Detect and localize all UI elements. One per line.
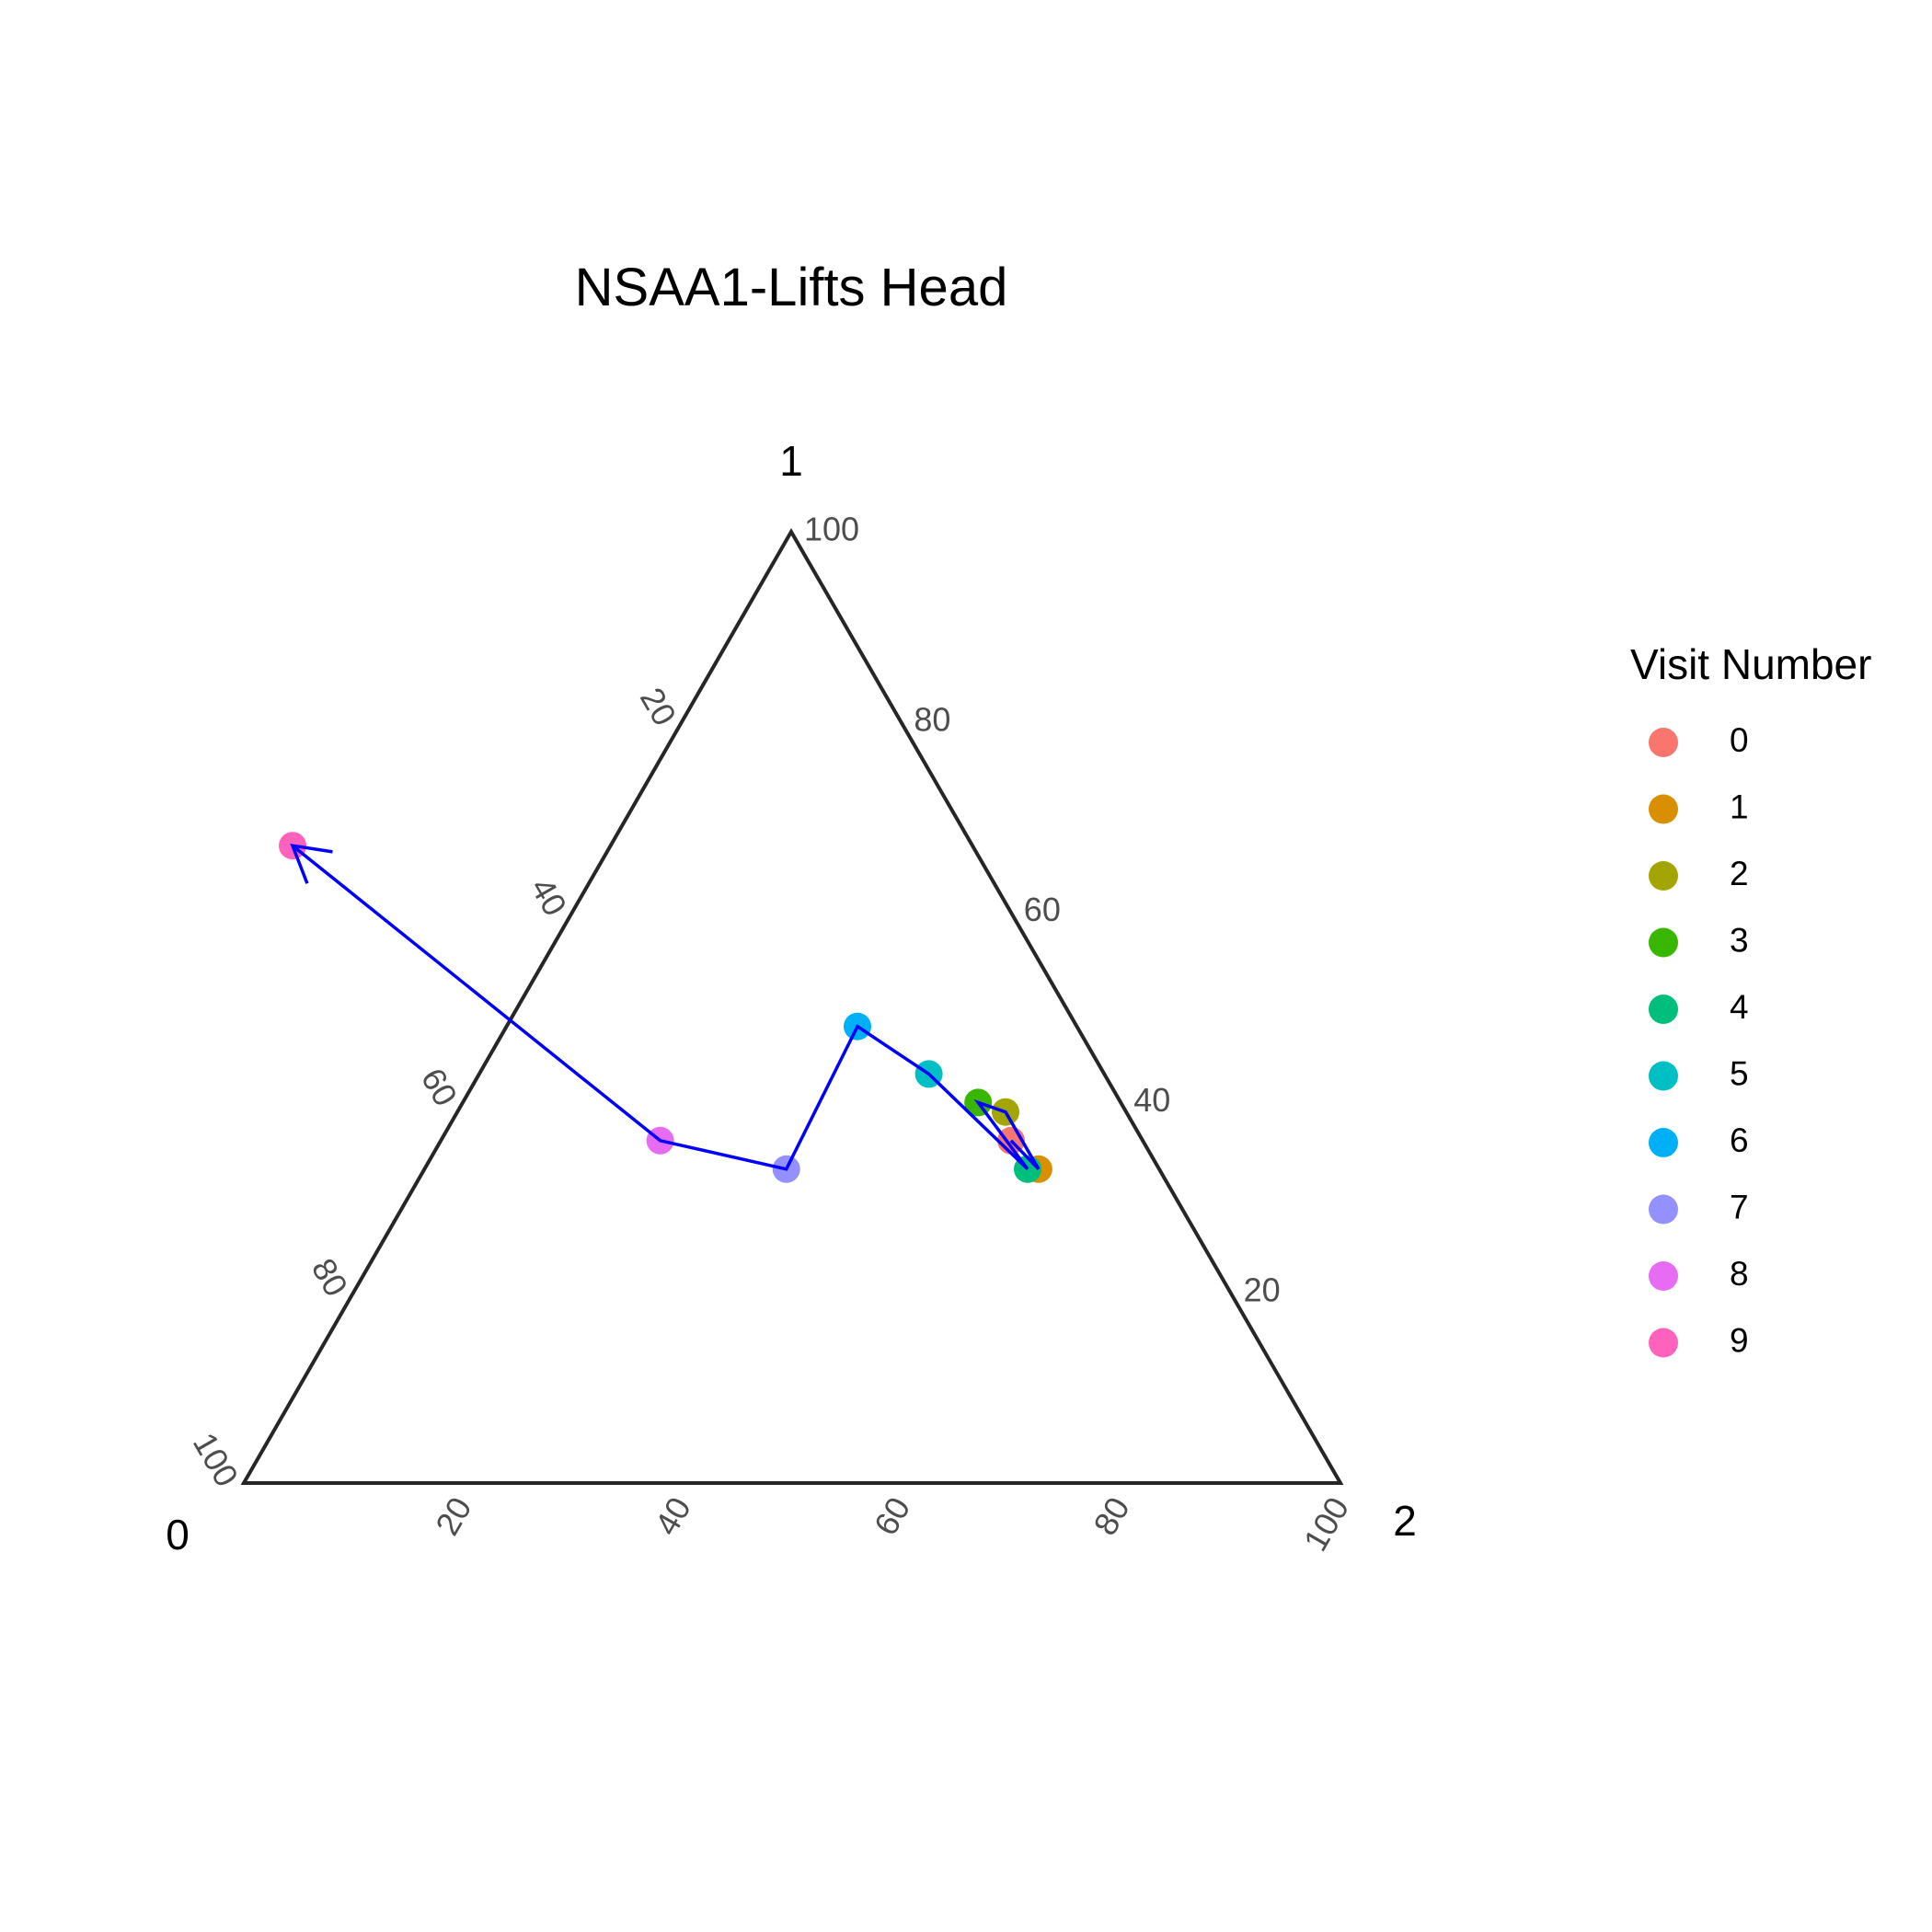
legend-key-1 xyxy=(1649,794,1678,824)
legend-label-7: 7 xyxy=(1730,1188,1749,1225)
tick-label-right: 100 xyxy=(804,511,859,548)
legend-title: Visit Number xyxy=(1630,640,1871,688)
legend-label-9: 9 xyxy=(1730,1321,1749,1359)
visit-path-line xyxy=(291,844,1041,1171)
tick-label-left: 100 xyxy=(186,1426,247,1493)
tick-label-bottom: 40 xyxy=(647,1490,698,1541)
axis-ticks: 20 20 20 40 40 40 60 60 60 80 80 80 100 100 100 xyxy=(186,511,1356,1558)
chart-title: NSAA1-Lifts Head xyxy=(575,258,1008,317)
legend-key-7 xyxy=(1649,1194,1678,1225)
vertex-label-top: 1 xyxy=(779,437,803,485)
tick-label-right: 40 xyxy=(1133,1081,1170,1119)
tick-label-left: 20 xyxy=(633,681,684,731)
tick-label-right: 80 xyxy=(914,700,950,738)
tick-label-bottom: 80 xyxy=(1086,1490,1137,1541)
visit-path-arrowhead xyxy=(290,844,333,884)
legend-label-3: 3 xyxy=(1730,921,1749,959)
legend-label-1: 1 xyxy=(1730,788,1749,825)
visit-path xyxy=(290,844,1041,1171)
tick-label-bottom: 60 xyxy=(867,1490,918,1541)
legend-items: 0 1 2 3 4 5 6 7 8 9 xyxy=(1649,721,1749,1359)
legend-label-0: 0 xyxy=(1730,721,1749,759)
vertex-labels: 0 1 2 xyxy=(166,437,1417,1558)
legend-label-8: 8 xyxy=(1730,1255,1749,1293)
triangle-outline xyxy=(240,527,1344,1485)
legend-label-2: 2 xyxy=(1730,855,1749,892)
legend-key-2 xyxy=(1649,861,1678,891)
legend-key-8 xyxy=(1649,1261,1678,1291)
legend-key-9 xyxy=(1649,1328,1678,1358)
tick-label-bottom: 20 xyxy=(428,1490,479,1541)
legend: Visit Number 0 1 2 3 4 5 6 7 8 9 xyxy=(1630,640,1871,1359)
legend-key-0 xyxy=(1649,728,1678,757)
tick-label-right: 20 xyxy=(1244,1271,1281,1309)
legend-label-6: 6 xyxy=(1730,1121,1749,1159)
legend-key-5 xyxy=(1649,1061,1678,1091)
legend-label-4: 4 xyxy=(1730,988,1749,1026)
legend-label-5: 5 xyxy=(1730,1054,1749,1092)
tick-label-left: 40 xyxy=(523,871,575,922)
ternary-triangle xyxy=(240,527,1344,1485)
tick-label-left: 60 xyxy=(414,1062,466,1112)
vertex-label-left: 0 xyxy=(166,1511,190,1558)
data-points xyxy=(279,832,1052,1183)
legend-key-4 xyxy=(1649,995,1678,1024)
tick-label-left: 80 xyxy=(305,1252,356,1303)
legend-key-3 xyxy=(1649,927,1678,958)
legend-key-6 xyxy=(1649,1128,1678,1157)
tick-label-bottom: 100 xyxy=(1296,1490,1357,1558)
tick-label-right: 60 xyxy=(1024,891,1061,928)
vertex-label-right: 2 xyxy=(1393,1497,1417,1545)
